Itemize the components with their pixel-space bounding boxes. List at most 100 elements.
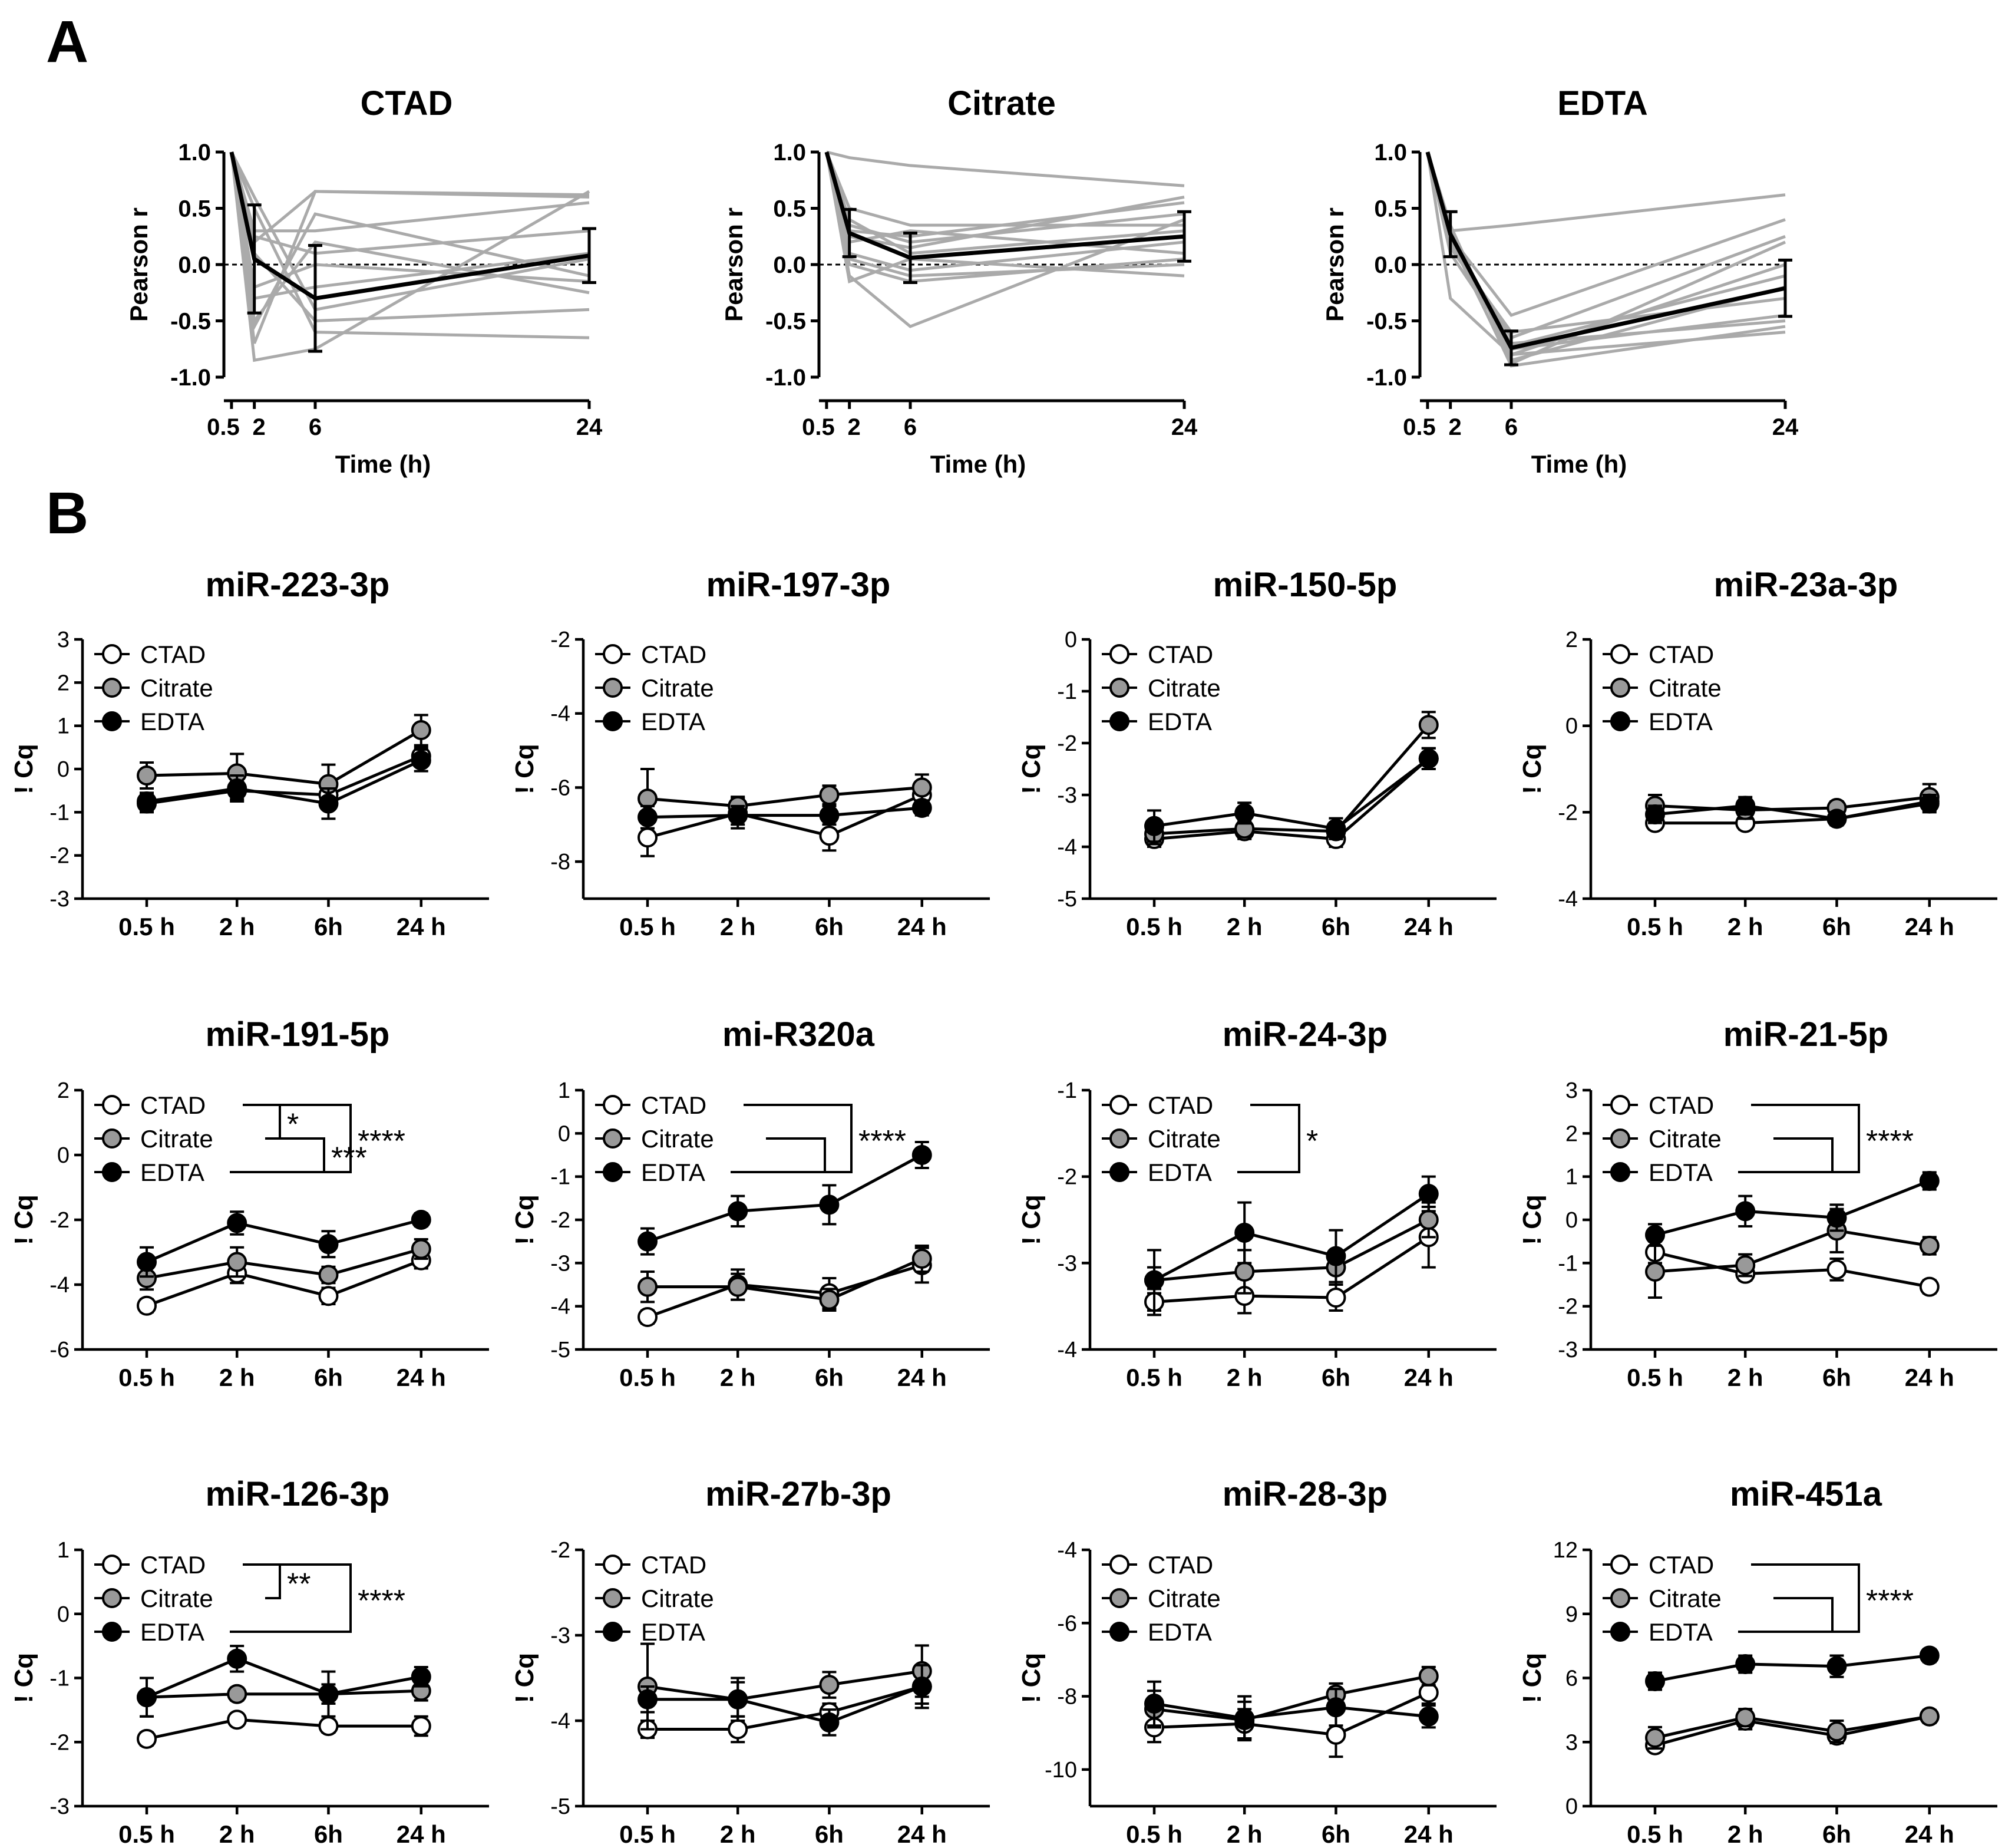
x-tick-label: 0.5 h xyxy=(619,1364,676,1391)
data-point xyxy=(318,1286,339,1306)
x-tick-label: 0.5 h xyxy=(1627,1820,1683,1848)
x-tick-label: 6h xyxy=(1822,913,1851,940)
legend-marker xyxy=(603,1555,623,1575)
x-tick-label: 2 h xyxy=(720,1820,756,1848)
legend-label-ctad: CTAD xyxy=(1148,1551,1213,1579)
individual-trace xyxy=(1426,151,1786,348)
data-point xyxy=(911,1249,932,1269)
x-tick-label: 2 h xyxy=(219,1820,255,1848)
y-tick-label: -3 xyxy=(550,1623,570,1648)
data-point xyxy=(227,1213,247,1233)
data-point xyxy=(1418,1184,1439,1204)
series-line xyxy=(146,1218,422,1263)
chart-title: EDTA xyxy=(1557,84,1648,123)
x-tick-label: 0.5 xyxy=(1403,414,1436,440)
series-line xyxy=(1154,724,1430,836)
series-edta xyxy=(137,1645,431,1718)
y-tick-label: -4 xyxy=(550,1709,570,1734)
x-tick-label: 2 h xyxy=(1227,1820,1263,1848)
legend-marker xyxy=(102,1128,122,1149)
legend-marker xyxy=(102,711,122,731)
individual-trace xyxy=(826,150,1185,187)
x-tick-label: 0.5 xyxy=(207,414,240,440)
legend-label-edta: EDTA xyxy=(1148,1618,1212,1646)
significance-label: * xyxy=(1306,1124,1318,1159)
series-line xyxy=(647,793,923,839)
data-point xyxy=(1326,1246,1346,1266)
x-tick-label: 6h xyxy=(314,1364,343,1391)
mean-line xyxy=(824,151,1185,260)
y-tick-label: 0 xyxy=(57,1143,70,1168)
legend-label-citrate: Citrate xyxy=(641,1125,714,1153)
data-point xyxy=(1234,1708,1255,1728)
legend-marker xyxy=(102,678,122,698)
data-point xyxy=(1418,1706,1439,1727)
y-tick-label: -2 xyxy=(49,1208,70,1233)
x-axis-label: Time (h) xyxy=(1531,450,1627,478)
legend-marker xyxy=(1610,1622,1630,1642)
y-tick-label: 0 xyxy=(1565,714,1578,739)
y-tick-label: -6 xyxy=(550,776,570,800)
chart-title: miR-451a xyxy=(1730,1475,1882,1513)
legend: CTAD Citrate EDTA xyxy=(595,1551,714,1646)
y-tick-label: -2 xyxy=(1558,800,1578,825)
x-tick-label: 24 h xyxy=(1404,1364,1454,1391)
legend-label-citrate: Citrate xyxy=(1649,1585,1722,1612)
series-line xyxy=(1154,1702,1429,1720)
significance-label: **** xyxy=(358,1124,405,1159)
legend: CTAD Citrate EDTA xyxy=(1102,1551,1221,1646)
mirna-chart-mi-r320a: mi-R320a 1 0 -1 -2 -3 -4 -5 0.5 h 2 h 6h 24 h ! Cq CT… xyxy=(510,1015,990,1391)
series-ctad xyxy=(637,1668,932,1744)
legend-label-citrate: Citrate xyxy=(1148,674,1221,702)
y-tick-label: -2 xyxy=(550,1538,570,1563)
mirna-chart-mir-126-3p: miR-126-3p 1 0 -1 -2 -3 0.5 h 2 h 6h 24 h ! Cq CTAD… xyxy=(9,1475,489,1848)
chart-title: CTAD xyxy=(361,84,453,123)
series-ctad xyxy=(637,783,932,857)
data-point xyxy=(1735,1255,1756,1275)
legend-label-ctad: CTAD xyxy=(1649,1551,1714,1579)
legend: CTAD Citrate EDTA xyxy=(595,1091,714,1186)
data-point xyxy=(1418,748,1439,769)
data-point xyxy=(637,1276,658,1297)
legend-marker xyxy=(1109,1555,1129,1575)
legend-marker xyxy=(102,1555,122,1575)
chart-title: miR-126-3p xyxy=(206,1475,390,1513)
series-line xyxy=(146,1718,421,1741)
legend: CTAD Citrate EDTA xyxy=(94,641,213,735)
data-point xyxy=(1418,1666,1439,1687)
legend-marker xyxy=(1109,1162,1129,1182)
legend-marker xyxy=(1610,1095,1630,1115)
series-edta xyxy=(1645,793,1940,829)
data-point xyxy=(1326,1697,1346,1718)
x-tick-label: 0.5 xyxy=(802,414,835,440)
legend-marker xyxy=(102,1588,122,1608)
individual-trace xyxy=(1426,151,1786,340)
legend-label-ctad: CTAD xyxy=(140,641,206,668)
series-line xyxy=(146,759,422,806)
series-line xyxy=(1654,796,1930,812)
data-point xyxy=(411,1666,431,1687)
correlation-chart-edta: EDTA 1.0 0.5 0.0 -0.5 -1.0 0.5 2 6 24 Time (h) Pear… xyxy=(1321,84,1799,478)
data-point xyxy=(1826,1259,1847,1280)
series-line xyxy=(1654,1250,1930,1289)
x-tick-label: 6h xyxy=(815,1820,844,1848)
significance-bracket xyxy=(731,1104,853,1173)
x-tick-label: 6h xyxy=(314,1820,343,1848)
data-point xyxy=(637,1231,658,1252)
x-tick-label: 6h xyxy=(314,913,343,940)
legend-label-citrate: Citrate xyxy=(641,1585,714,1612)
significance-label: *** xyxy=(331,1141,367,1176)
x-tick-label: 6h xyxy=(815,913,844,940)
data-point xyxy=(227,778,247,798)
legend-marker xyxy=(603,711,623,731)
y-tick-label: -2 xyxy=(1558,1295,1578,1319)
data-point xyxy=(137,765,157,786)
x-tick-label: 24 h xyxy=(1905,1820,1954,1848)
series-line xyxy=(647,1669,923,1701)
series-line xyxy=(647,1153,923,1243)
x-tick-label: 0.5 h xyxy=(619,913,676,940)
legend-marker xyxy=(1109,711,1129,731)
y-axis-label: ! Cq xyxy=(510,1653,539,1704)
y-tick-label: -1.0 xyxy=(765,365,806,391)
x-tick-label: 0.5 h xyxy=(1126,1820,1182,1848)
